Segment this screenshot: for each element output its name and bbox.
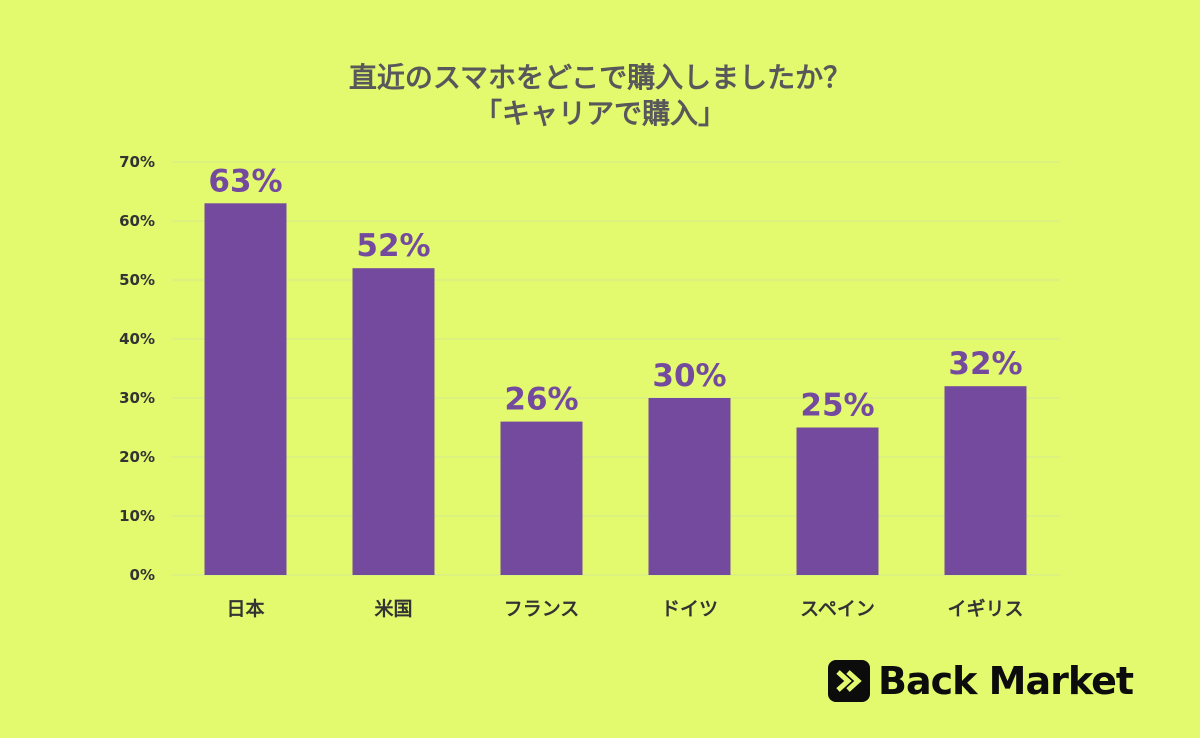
data-label: 25% xyxy=(800,388,874,424)
bar xyxy=(500,421,583,575)
y-tick-label: 50% xyxy=(119,271,155,289)
back-market-logo: Back Market xyxy=(828,656,1158,706)
bars xyxy=(204,203,1027,576)
bar-chart: 0% 10% 20% 30% 40% 50% 60% 70% 63% 52% 26% 30% 25% 3… xyxy=(119,153,1060,620)
x-category-label: 日本 xyxy=(226,597,264,620)
x-axis-categories: 日本 米国 フランス ドイツ スペイン イギリス xyxy=(226,597,1023,620)
bar xyxy=(796,427,879,575)
y-axis-ticks: 0% 10% 20% 30% 40% 50% 60% 70% xyxy=(119,153,155,584)
data-labels: 63% 52% 26% 30% 25% 32% xyxy=(208,163,1022,423)
y-tick-label: 20% xyxy=(119,448,155,466)
data-label: 52% xyxy=(356,228,430,264)
grid-lines xyxy=(172,161,1060,576)
data-label: 63% xyxy=(208,163,282,199)
y-tick-label: 60% xyxy=(119,212,155,230)
y-tick-label: 70% xyxy=(119,153,155,171)
data-label: 26% xyxy=(504,382,578,418)
y-tick-label: 10% xyxy=(119,507,155,525)
bar xyxy=(944,386,1027,575)
logo-text: Back Market xyxy=(878,659,1134,703)
bar xyxy=(204,203,287,576)
data-label: 32% xyxy=(948,346,1022,382)
y-tick-label: 30% xyxy=(119,389,155,407)
chart-title-line-1: 直近のスマホをどこで購入しましたか？ xyxy=(348,61,852,94)
y-tick-label: 0% xyxy=(130,566,155,584)
x-category-label: ドイツ xyxy=(661,598,718,620)
y-tick-label: 40% xyxy=(119,330,155,348)
back-market-logo-icon xyxy=(828,660,870,702)
x-category-label: イギリス xyxy=(947,598,1023,620)
bar xyxy=(352,268,435,575)
x-category-label: フランス xyxy=(504,598,580,620)
bar xyxy=(648,398,731,575)
x-category-label: 米国 xyxy=(374,597,412,620)
x-category-label: スペイン xyxy=(800,598,875,620)
data-label: 30% xyxy=(652,358,726,394)
chart-title-line-2: 「キャリアで購入」 xyxy=(473,97,726,130)
